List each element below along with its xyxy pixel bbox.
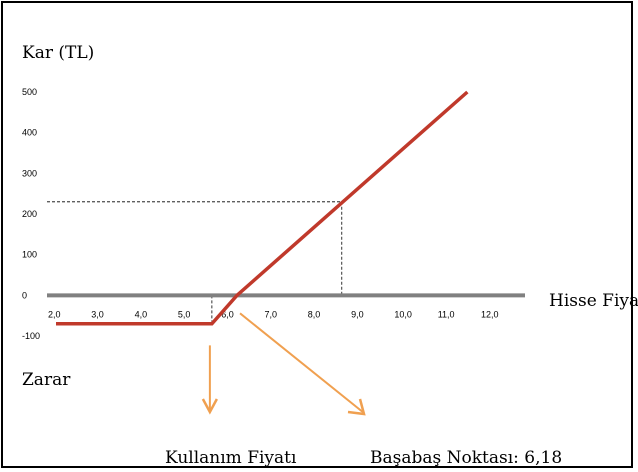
x-tick-label: 4,0 [135, 309, 148, 319]
x-tick-label: 10,0 [394, 309, 412, 319]
x-tick-label: 11,0 [438, 309, 455, 319]
breakeven-label: Başabaş Noktası: 6,18 [370, 448, 562, 468]
x-tick-label: 7,0 [265, 309, 278, 319]
breakeven-arrow-head [347, 398, 366, 416]
y-axis-title: Kar (TL) [22, 43, 94, 63]
y-tick-label: 100 [22, 250, 37, 260]
strike-arrow-head [201, 398, 218, 415]
y-tick-label: -100 [22, 331, 40, 341]
payoff-line [56, 90, 469, 326]
y-tick-label: 300 [22, 168, 37, 178]
x-axis-title: Hisse Fiyatı [549, 291, 638, 311]
x-tick-label: 5,0 [178, 309, 191, 319]
loss-label: Zarar [22, 370, 71, 390]
y-tick-label: 200 [22, 209, 37, 219]
y-tick-label: 400 [22, 128, 37, 138]
x-tick-label: 6,0 [221, 309, 234, 319]
y-tick-label: 500 [22, 87, 37, 97]
breakeven-arrow-shaft [239, 312, 365, 414]
x-tick-label: 9,0 [351, 309, 364, 319]
x-tick-label: 3,0 [91, 309, 104, 319]
x-tick-label: 12,0 [481, 309, 499, 319]
y-tick-label: 0 [22, 290, 27, 300]
strike-price-label: Kullanım Fiyatı [165, 448, 297, 468]
x-tick-label: 2,0 [48, 309, 61, 319]
x-tick-label: 8,0 [308, 309, 321, 319]
